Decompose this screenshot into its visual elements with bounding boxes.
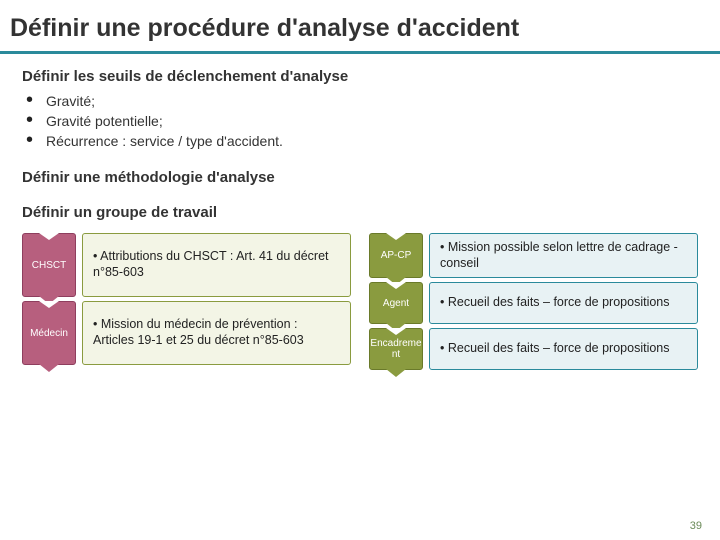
page-number: 39 <box>690 520 702 532</box>
chevron-down-icon <box>386 369 406 377</box>
subheading-groupe: Définir un groupe de travail <box>22 204 698 221</box>
chevron-top-icon <box>386 282 406 289</box>
tag-chsct: CHSCT <box>22 233 76 297</box>
tag-label: AP-CP <box>381 250 412 261</box>
box-encadrement: • Recueil des faits – force de propositi… <box>429 328 698 370</box>
page-title: Définir une procédure d'analyse d'accide… <box>0 0 720 51</box>
group-row: Médecin • Mission du médecin de préventi… <box>22 301 351 365</box>
group-row: Encadrement • Recueil des faits – force … <box>369 328 698 370</box>
groups-container: CHSCT • Attributions du CHSCT : Art. 41 … <box>22 233 698 374</box>
group-row: AP-CP • Mission possible selon lettre de… <box>369 233 698 278</box>
tag-medecin: Médecin <box>22 301 76 365</box>
chevron-down-icon <box>39 364 59 372</box>
chevron-top-icon <box>386 328 406 335</box>
tag-label: Encadrement <box>370 338 422 360</box>
subheading-seuils: Définir les seuils de déclenchement d'an… <box>22 68 698 85</box>
right-column: AP-CP • Mission possible selon lettre de… <box>369 233 698 374</box>
box-medecin: • Mission du médecin de prévention : Art… <box>82 301 351 365</box>
list-item: Gravité potentielle; <box>22 111 698 131</box>
title-underline <box>0 51 720 54</box>
list-item: Récurrence : service / type d'accident. <box>22 131 698 151</box>
group-row: Agent • Recueil des faits – force de pro… <box>369 282 698 324</box>
chevron-top-icon <box>386 233 406 240</box>
box-agent: • Recueil des faits – force de propositi… <box>429 282 698 324</box>
box-apcp: • Mission possible selon lettre de cadra… <box>429 233 698 278</box>
tag-label: CHSCT <box>32 260 66 271</box>
tag-agent: Agent <box>369 282 423 324</box>
tag-apcp: AP-CP <box>369 233 423 278</box>
tag-encadrement: Encadrement <box>369 328 423 370</box>
chevron-top-icon <box>39 301 59 308</box>
chevron-top-icon <box>39 233 59 240</box>
left-column: CHSCT • Attributions du CHSCT : Art. 41 … <box>22 233 351 374</box>
seuils-list: Gravité; Gravité potentielle; Récurrence… <box>22 91 698 151</box>
tag-label: Agent <box>383 298 409 309</box>
box-chsct: • Attributions du CHSCT : Art. 41 du déc… <box>82 233 351 297</box>
subheading-methodologie: Définir une méthodologie d'analyse <box>22 169 698 186</box>
tag-label: Médecin <box>30 328 68 339</box>
content-area: Définir les seuils de déclenchement d'an… <box>0 68 720 374</box>
group-row: CHSCT • Attributions du CHSCT : Art. 41 … <box>22 233 351 297</box>
list-item: Gravité; <box>22 91 698 111</box>
